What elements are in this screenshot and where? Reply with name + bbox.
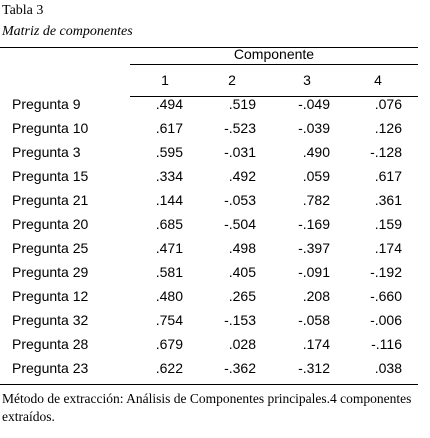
cell: .059	[302, 168, 330, 184]
row-label: Pregunta 10	[12, 120, 89, 136]
cell: -.504	[224, 216, 256, 232]
cell: -.128	[370, 144, 402, 160]
cell: -.006	[370, 312, 402, 328]
cell: -.523	[224, 120, 256, 136]
column-header: 2	[228, 72, 236, 88]
cell: -.169	[298, 216, 330, 232]
cell: -.039	[298, 120, 330, 136]
cell: .595	[155, 144, 183, 160]
row-label: Pregunta 32	[12, 312, 89, 328]
cell: .471	[155, 240, 183, 256]
cell: .490	[302, 144, 330, 160]
cell: -.362	[224, 360, 256, 376]
rule	[0, 384, 418, 385]
cell: .038	[374, 360, 402, 376]
row-label: Pregunta 15	[12, 168, 89, 184]
rule	[0, 47, 418, 48]
cell: .265	[228, 288, 256, 304]
cell: -.153	[224, 312, 256, 328]
column-header: 3	[303, 72, 311, 88]
cell: .405	[228, 264, 256, 280]
cell: .480	[155, 288, 183, 304]
row-label: Pregunta 12	[12, 288, 89, 304]
column-header: 4	[374, 72, 382, 88]
row-label: Pregunta 20	[12, 216, 89, 232]
cell: -.091	[298, 264, 330, 280]
cell: -.058	[298, 312, 330, 328]
column-header: 1	[161, 72, 169, 88]
cell: .208	[302, 288, 330, 304]
row-label: Pregunta 3	[12, 144, 81, 160]
rule	[130, 96, 418, 97]
cell: .174	[374, 240, 402, 256]
cell: .498	[228, 240, 256, 256]
cell: .617	[374, 168, 402, 184]
row-label: Pregunta 9	[12, 96, 81, 112]
cell: -.312	[298, 360, 330, 376]
cell: .754	[155, 312, 183, 328]
cell: .076	[374, 96, 402, 112]
cell: -.049	[298, 96, 330, 112]
cell: .622	[155, 360, 183, 376]
row-label: Pregunta 29	[12, 264, 89, 280]
cell: .144	[155, 192, 183, 208]
row-label: Pregunta 23	[12, 360, 89, 376]
cell: .782	[302, 192, 330, 208]
cell: -.660	[370, 288, 402, 304]
cell: .361	[374, 192, 402, 208]
cell: -.116	[371, 336, 402, 352]
cell: .159	[374, 216, 402, 232]
table-title: Matriz de componentes	[2, 24, 133, 39]
row-label: Pregunta 25	[12, 240, 89, 256]
cell: .494	[155, 96, 183, 112]
cell: .519	[228, 96, 256, 112]
cell: .685	[155, 216, 183, 232]
footnote: Método de extracción: Análisis de Compon…	[2, 391, 412, 424]
cell: .581	[155, 264, 183, 280]
row-label: Pregunta 28	[12, 336, 89, 352]
group-header: Componente	[233, 46, 315, 62]
cell: .492	[228, 168, 256, 184]
cell: -.397	[298, 240, 330, 256]
table-number: Tabla 3	[2, 3, 44, 18]
cell: .126	[374, 120, 402, 136]
cell: -.031	[224, 144, 256, 160]
cell: .679	[155, 336, 183, 352]
cell: .617	[155, 120, 183, 136]
cell: .174	[302, 336, 330, 352]
cell: .028	[228, 336, 256, 352]
cell: -.192	[370, 264, 402, 280]
cell: -.053	[224, 192, 256, 208]
rule	[130, 64, 418, 65]
row-label: Pregunta 21	[12, 192, 89, 208]
cell: .334	[155, 168, 183, 184]
